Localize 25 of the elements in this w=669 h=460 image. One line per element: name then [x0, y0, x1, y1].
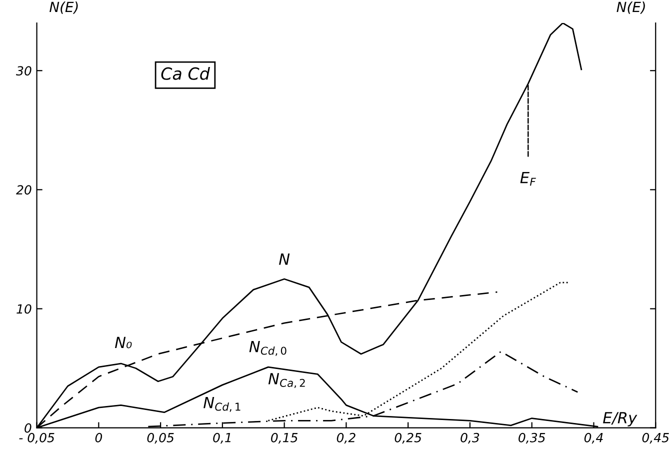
- y-tick-label: 30: [16, 66, 32, 76]
- annotation: N₀: [114, 336, 132, 348]
- annotation: N: [279, 254, 290, 265]
- x-tick-label: 0,4: [584, 432, 603, 444]
- x-tick-label: 0: [95, 432, 102, 442]
- y-tick-label: 0: [24, 423, 32, 433]
- x-tick-label: 0,1: [213, 432, 230, 444]
- x-tick-label: 0,2: [336, 432, 356, 444]
- y-tick-label: 10: [16, 304, 32, 314]
- y-axis-title: N(E): [50, 1, 78, 14]
- annotation: N$_{Cd,1}$: [204, 396, 240, 412]
- x-tick-label: 0,45: [642, 432, 669, 444]
- annotation: Ca Cd: [161, 67, 210, 80]
- x-tick-label: 0,05: [147, 432, 174, 444]
- x-tick-label: 0,3: [460, 432, 480, 444]
- annotation: N$_{Cd,0}$: [249, 340, 286, 356]
- x-tick-label: 0,35: [518, 432, 546, 444]
- annotation: N$_{Ca,2}$: [268, 373, 305, 388]
- y2-axis-title: N(E): [616, 1, 645, 14]
- annotation: E$_{F}$: [520, 172, 536, 186]
- x-tick-label: 0,25: [394, 432, 422, 444]
- x-tick-label: - 0,05: [19, 432, 54, 444]
- x-axis-title: E/Ry: [603, 412, 638, 426]
- y-tick-label: 20: [16, 185, 32, 195]
- x-tick-label: 0,15: [271, 432, 298, 444]
